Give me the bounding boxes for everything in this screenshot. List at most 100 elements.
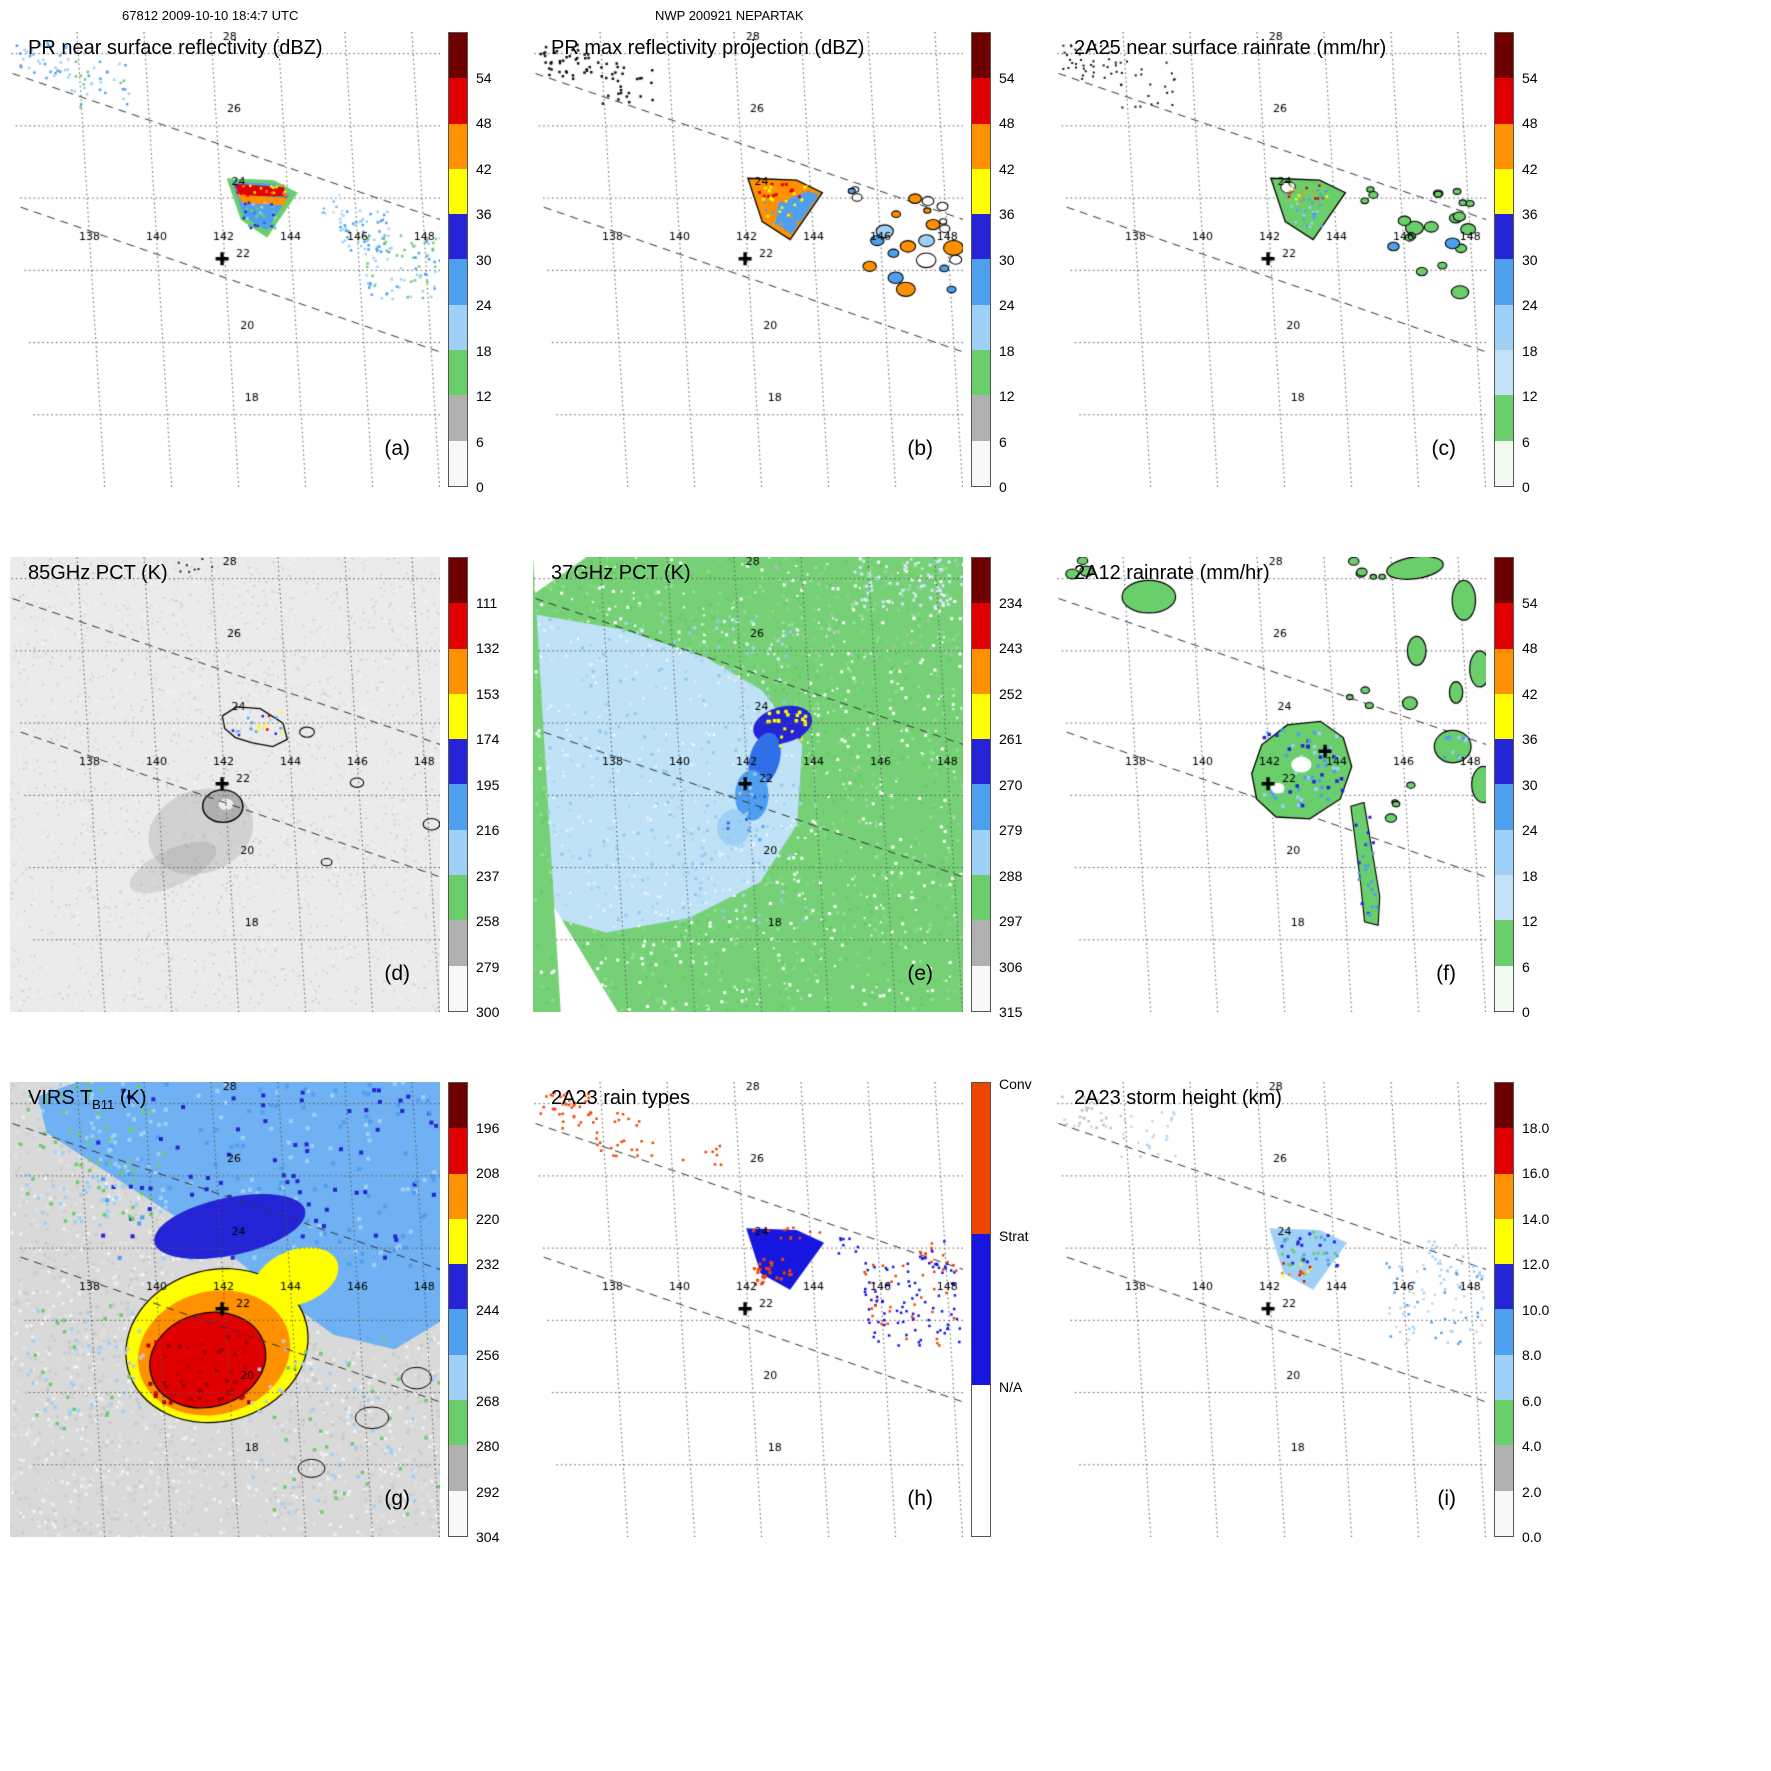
map-canvas-f <box>1056 557 1486 1012</box>
colorbar-segment <box>1495 33 1513 79</box>
colorbar-segment <box>972 829 990 876</box>
colorbar-segment <box>972 739 990 785</box>
colorbar-segment <box>1495 603 1513 649</box>
panel-title-text: PR near surface reflectivity (dBZ) <box>28 37 323 59</box>
colorbar-tick-label: 232 <box>476 1256 500 1272</box>
overpass-id-timestamp: 67812 2009-10-10 18:4:7 UTC <box>122 8 299 23</box>
colorbar-segment <box>449 395 467 441</box>
colorbar-segment <box>1495 1490 1513 1536</box>
colorbar-segment <box>449 168 467 215</box>
colorbar-segment <box>972 33 990 79</box>
colorbar-segment <box>449 965 467 1011</box>
map-plot-e: 37GHz PCT (K) (e) <box>533 557 963 1012</box>
colorbar-segment <box>449 1445 467 1491</box>
colorbar-tick-label: 0 <box>1522 479 1530 495</box>
panel-title-f: 2A12 rainrate (mm/hr) <box>1074 562 1270 587</box>
colorbar-segment <box>449 1083 467 1129</box>
colorbar-a: 54 48 42 36 30 24 18 12 6 0 <box>448 32 492 495</box>
colorbar-tick-label: 30 <box>476 251 492 268</box>
colorbar-tick-label: 12.0 <box>1522 1256 1550 1272</box>
panel-title-text: 2A25 near surface rainrate (mm/hr) <box>1074 37 1387 59</box>
colorbar-tick-label: 237 <box>476 867 500 884</box>
colorbar-segment <box>449 259 467 305</box>
colorbar-tick-label: 48 <box>1522 640 1538 656</box>
colorbar-segment <box>972 214 990 260</box>
colorbar-tick-label: 304 <box>476 1529 500 1545</box>
colorbar-d: 111 132 153 174 195 216 237 258 279 300 <box>448 557 499 1020</box>
colorbar-category-label: N/A <box>999 1379 1023 1396</box>
map-canvas-h <box>533 1082 963 1537</box>
colorbar-tick-label: 36 <box>476 206 492 222</box>
colorbar-g: 196 208 220 232 244 256 268 280 292 304 <box>448 1082 499 1545</box>
colorbar-tick-label: 6.0 <box>1522 1392 1542 1409</box>
colorbar-tick-label: 2.0 <box>1522 1483 1542 1500</box>
colorbar-segment <box>1495 693 1513 740</box>
map-canvas-g <box>10 1082 440 1537</box>
colorbar-segment <box>449 33 467 79</box>
colorbar-segment <box>972 965 990 1011</box>
colorbar-tick-label: 18 <box>476 342 492 359</box>
panel-title-suffix: (K) <box>114 1087 147 1109</box>
map-canvas-b <box>533 32 963 487</box>
colorbar-tick-label: 24 <box>1522 297 1538 313</box>
colorbar-segment <box>1495 965 1513 1011</box>
colorbar-segment <box>972 603 990 649</box>
colorbar-segment <box>1495 350 1513 396</box>
colorbar-segment <box>1495 1264 1513 1310</box>
colorbar-tick-label: 42 <box>1522 685 1538 702</box>
colorbar-tick-label: 270 <box>999 776 1023 793</box>
colorbar-segment <box>449 829 467 876</box>
colorbar-tick-label: 14.0 <box>1522 1210 1550 1227</box>
colorbar-segment <box>449 1218 467 1265</box>
colorbar-tick-label: 174 <box>476 731 500 747</box>
panel-e: 37GHz PCT (K) (e) 234 243 252 261 270 279 288 2… <box>533 557 1053 1029</box>
colorbar-tick-label: 258 <box>476 913 500 929</box>
colorbar-segment <box>972 259 990 305</box>
colorbar-tick-label: 8.0 <box>1522 1347 1542 1363</box>
colorbar-tick-label: 42 <box>999 160 1015 177</box>
colorbar-i: 18.0 16.0 14.0 12.0 10.0 8.0 6.0 4.0 2.0 0.0 <box>1494 1082 1549 1545</box>
map-canvas-e <box>533 557 963 1012</box>
panel-title-i: 2A23 storm height (km) <box>1074 1087 1282 1112</box>
colorbar-tick-label: 24 <box>476 297 492 313</box>
map-plot-g: VIRS TB11 (K) (g) <box>10 1082 440 1537</box>
colorbar-segment <box>449 1490 467 1536</box>
colorbar-tick-label: 268 <box>476 1392 500 1409</box>
colorbar-segment <box>1495 875 1513 921</box>
panel-letter-f: (f) <box>1436 962 1456 985</box>
panel-letter-i: (i) <box>1437 1487 1456 1510</box>
panel-c: 2A25 near surface rainrate (mm/hr) (c) 5… <box>1056 32 1576 504</box>
colorbar-tick-label: 315 <box>999 1004 1023 1020</box>
colorbar-segment <box>449 1128 467 1174</box>
colorbar-segment <box>1495 1218 1513 1265</box>
colorbar-tick-label: 16.0 <box>1522 1165 1550 1181</box>
colorbar-segment <box>1495 1083 1513 1129</box>
colorbar-segment <box>972 168 990 215</box>
colorbar-segment <box>449 648 467 694</box>
colorbar-tick-label: 54 <box>1522 594 1538 611</box>
colorbar-tick-label: 48 <box>999 115 1015 131</box>
colorbar-tick-label: 48 <box>476 115 492 131</box>
panel-title-h: 2A23 rain types <box>551 1087 690 1112</box>
colorbar-segment <box>449 920 467 966</box>
colorbar-segment <box>1495 214 1513 260</box>
colorbar-tick-label: 279 <box>999 822 1023 838</box>
colorbar-c: 54 48 42 36 30 24 18 12 6 0 <box>1494 32 1538 495</box>
map-plot-d: 85GHz PCT (K) (d) <box>10 557 440 1012</box>
colorbar-tick-label: 12 <box>999 388 1015 404</box>
colorbar-tick-label: 279 <box>476 958 500 975</box>
colorbar-tick-label: 208 <box>476 1165 500 1181</box>
panel-letter-c: (c) <box>1431 437 1457 460</box>
colorbar-segment <box>1495 440 1513 486</box>
panel-b: PR max reflectivity projection (dBZ) (b)… <box>533 32 1053 504</box>
colorbar-segment <box>1495 739 1513 785</box>
colorbar-tick-label: 195 <box>476 776 500 793</box>
colorbar-segment <box>972 1083 990 1234</box>
colorbar-segment <box>449 78 467 124</box>
colorbar-tick-label: 196 <box>476 1119 500 1136</box>
colorbar-tick-label: 306 <box>999 958 1023 975</box>
colorbar-segment <box>972 440 990 486</box>
panel-f: 2A12 rainrate (mm/hr) (f) 54 48 42 36 30 24 18… <box>1056 557 1576 1029</box>
colorbar-tick-label: 243 <box>999 640 1023 656</box>
map-plot-i: 2A23 storm height (km) (i) <box>1056 1082 1486 1537</box>
